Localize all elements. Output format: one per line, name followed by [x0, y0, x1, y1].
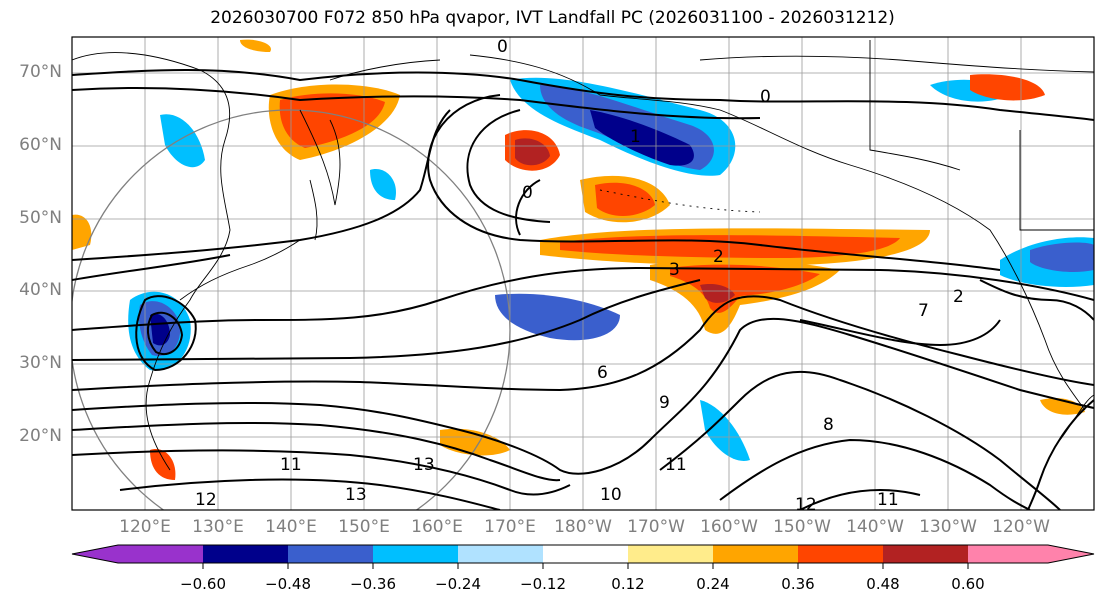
lon-label: 170°W [627, 517, 685, 537]
lon-label: 130°E [192, 517, 244, 537]
colorbar-tick-label: 0.48 [866, 575, 900, 593]
colorbar-segment [203, 545, 288, 563]
contour-label: 3 [669, 260, 680, 280]
shade-neg-small1 [370, 169, 396, 200]
contour-label: 7 [918, 301, 929, 321]
colorbar-segment [288, 545, 373, 563]
colorbar-segment [458, 545, 543, 563]
shade-pos-plume [670, 264, 820, 313]
colorbar-segment [968, 545, 1048, 563]
ivt-contours [72, 69, 1094, 510]
contour-label: 6 [597, 363, 608, 383]
lat-label: 70°N [19, 62, 62, 82]
shade-pos-plume-core [700, 284, 735, 303]
shade-neg-japan-core [150, 313, 170, 346]
range-circle [72, 109, 511, 510]
shade-pos-okhotsk [279, 93, 385, 148]
colorbar-segment [883, 545, 968, 563]
lon-label: 120°W [992, 517, 1050, 537]
contour-label: 0 [497, 37, 508, 57]
lat-label: 20°N [19, 426, 62, 446]
shade-pos-baja [1040, 398, 1085, 415]
contour-label: 0 [760, 87, 771, 107]
contour-label-group: 0 0 0 1 2 2 3 6 7 8 9 11 11 11 12 12 13 … [195, 37, 964, 515]
colorbar-outline [71, 544, 1095, 564]
shade-neg-pnw [1030, 242, 1094, 273]
colorbar-tick-label: 0.12 [611, 575, 645, 593]
lat-label: 50°N [19, 208, 62, 228]
shade-neg-kamchatka [160, 114, 205, 168]
lon-label: 120°E [119, 517, 171, 537]
colorbar-tick-label: 0.36 [781, 575, 815, 593]
lon-label: 140°W [846, 517, 904, 537]
lat-label: 30°N [19, 353, 62, 373]
graticule [72, 37, 1094, 510]
lon-label: 150°W [773, 517, 831, 537]
colorbar-segment [713, 545, 798, 563]
shade-pos-philippines [150, 449, 176, 480]
lon-label: 130°W [919, 517, 977, 537]
shade-neg-subtropical [700, 400, 750, 461]
contour-label: 11 [665, 455, 687, 475]
shade-pos-nw-canada [970, 74, 1045, 101]
shade-pos-aleutian [595, 182, 655, 216]
colorbar-segment [798, 545, 883, 563]
colorbar-extend-low [72, 545, 118, 563]
contour-label: 0 [522, 183, 533, 203]
colorbar-segment [543, 545, 628, 563]
colorbar-tick-label: −0.36 [350, 575, 396, 593]
contour-label: 2 [713, 247, 724, 267]
lon-label: 160°W [700, 517, 758, 537]
contour-label: 10 [600, 485, 622, 505]
shade-pos-bering [515, 138, 550, 166]
colorbar-segment [628, 545, 713, 563]
lat-label: 60°N [19, 135, 62, 155]
contour-label: 1 [630, 127, 641, 147]
contour-label: 2 [953, 287, 964, 307]
shading-layer [72, 39, 1094, 480]
colorbar-tick-label: 0.60 [951, 575, 985, 593]
lat-label: 40°N [19, 280, 62, 300]
coastlines [72, 40, 1094, 471]
contour-label: 13 [413, 455, 435, 475]
colorbar-tick-label: 0.24 [696, 575, 730, 593]
chart-title: 2026030700 F072 850 hPa qvapor, IVT Land… [210, 8, 895, 28]
contour-label: 12 [795, 495, 817, 515]
lon-label: 140°E [265, 517, 317, 537]
contour-label: 11 [877, 490, 899, 510]
lon-label: 150°E [338, 517, 390, 537]
colorbar-tick-label: −0.12 [520, 575, 566, 593]
lon-label: 180°W [554, 517, 612, 537]
lon-label: 160°E [411, 517, 463, 537]
contour-label: 13 [345, 485, 367, 505]
contour-label: 12 [195, 490, 217, 510]
colorbar-extend-high [1048, 545, 1094, 563]
colorbar-tick-label: −0.48 [265, 575, 311, 593]
contour-label: 9 [659, 393, 670, 413]
colorbar-tick-label: −0.60 [180, 575, 226, 593]
colorbar-segment [118, 545, 203, 563]
colorbar-tick-label: −0.24 [435, 575, 481, 593]
colorbar-ticks [202, 563, 969, 569]
map-frame [71, 36, 1095, 511]
shade-neg-central [495, 293, 620, 341]
colorbar [71, 544, 1095, 569]
contour-label: 11 [280, 455, 302, 475]
contour-label: 8 [823, 415, 834, 435]
colorbar-segment [373, 545, 458, 563]
shade-neg-alaska-core [590, 110, 694, 166]
map-layers: 0 0 0 1 2 2 3 6 7 8 9 11 11 11 12 12 13 … [72, 37, 1094, 515]
lon-label: 170°E [484, 517, 536, 537]
shade-pos-west [72, 214, 92, 250]
shade-pos-arctic [240, 39, 271, 52]
